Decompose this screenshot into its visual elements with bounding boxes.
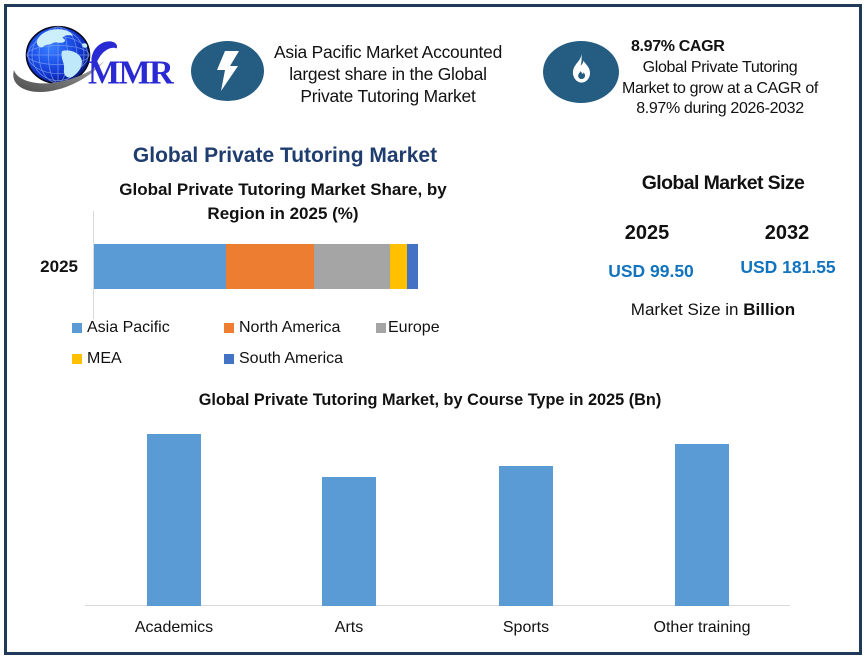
svg-text:MMR: MMR (88, 55, 174, 92)
